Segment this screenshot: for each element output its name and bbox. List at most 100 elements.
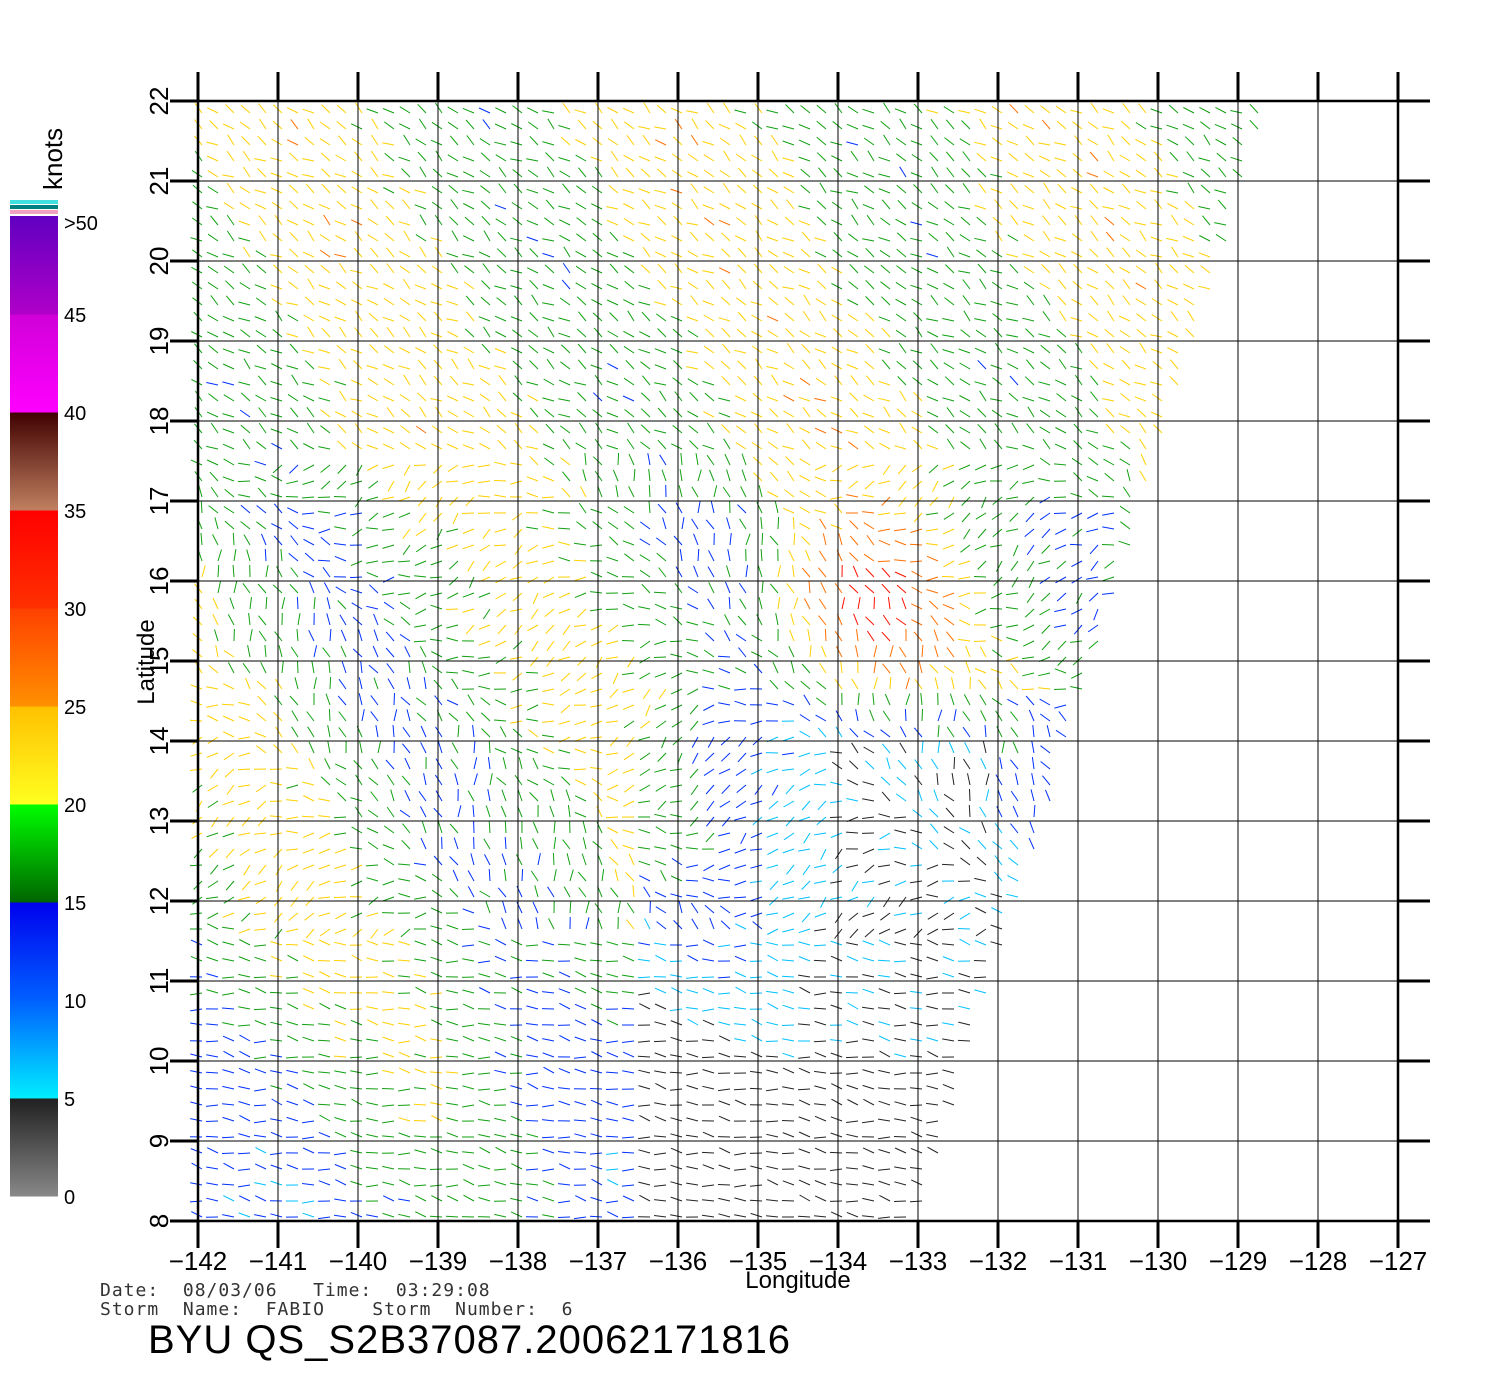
- colorbar-tick-label: 25: [64, 697, 86, 719]
- wind-vector: [445, 608, 459, 610]
- wind-vector: [911, 586, 923, 594]
- wind-vector: [512, 512, 523, 521]
- wind-vector: [318, 815, 331, 818]
- wind-vector: [606, 752, 619, 756]
- wind-vector: [766, 990, 779, 994]
- wind-vector: [419, 374, 427, 386]
- wind-vector: [521, 868, 524, 882]
- wind-vector: [1119, 170, 1131, 178]
- wind-vector: [1249, 103, 1259, 114]
- wind-vector: [1089, 408, 1099, 418]
- wind-vector: [622, 1195, 635, 1202]
- wind-vector: [289, 343, 299, 354]
- wind-vector: [1054, 544, 1067, 551]
- wind-vector: [662, 517, 667, 530]
- colorbar-cap-stripe: [10, 205, 58, 209]
- wind-vector: [605, 816, 619, 819]
- wind-vector: [820, 848, 827, 861]
- wind-vector: [878, 397, 891, 402]
- wind-vector: [866, 896, 875, 908]
- wind-vector: [565, 789, 571, 802]
- wind-vector: [1070, 334, 1083, 338]
- wind-vector: [862, 1020, 875, 1026]
- wind-vector: [591, 298, 603, 306]
- wind-vector: [1057, 215, 1067, 226]
- wind-vector: [990, 941, 1003, 946]
- wind-vector: [846, 864, 859, 869]
- wind-vector: [818, 167, 827, 178]
- wind-vector: [975, 329, 987, 338]
- wind-vector: [654, 189, 667, 194]
- wind-vector: [736, 425, 747, 434]
- wind-vector: [723, 150, 731, 162]
- wind-vector: [766, 702, 779, 706]
- wind-vector: [446, 443, 459, 450]
- wind-vector: [1184, 264, 1195, 274]
- wind-vector: [238, 494, 251, 498]
- wind-vector: [334, 1198, 347, 1202]
- wind-vector: [1134, 381, 1147, 386]
- wind-vector: [894, 1166, 907, 1170]
- wind-vector: [905, 677, 910, 690]
- wind-vector: [686, 976, 699, 979]
- wind-vector: [813, 1007, 827, 1010]
- colorbar-segment: [10, 706, 58, 805]
- colorbar-cap-stripe: [10, 210, 58, 214]
- wind-vector: [487, 789, 491, 802]
- wind-vector: [478, 364, 491, 370]
- wind-vector: [401, 775, 411, 786]
- wind-vector: [815, 377, 827, 386]
- wind-vector: [431, 1195, 443, 1202]
- wind-vector: [255, 896, 267, 905]
- wind-vector: [905, 693, 911, 706]
- wind-vector: [431, 121, 443, 130]
- wind-vector: [782, 1180, 795, 1186]
- wind-vector: [1105, 231, 1115, 242]
- wind-vector: [510, 939, 523, 946]
- wind-vector: [419, 406, 427, 418]
- wind-vector: [190, 1182, 203, 1186]
- wind-vector: [782, 752, 795, 756]
- wind-vector: [383, 378, 395, 386]
- wind-vector: [573, 559, 587, 562]
- wind-vector: [560, 344, 571, 354]
- wind-vector: [462, 171, 475, 178]
- wind-vector: [862, 124, 875, 130]
- wind-vector: [488, 820, 491, 834]
- wind-vector: [1090, 375, 1099, 386]
- wind-vector: [543, 1066, 555, 1074]
- wind-vector: [373, 613, 379, 626]
- wind-vector: [689, 391, 699, 402]
- wind-vector: [462, 1163, 475, 1170]
- wind-vector: [849, 552, 859, 562]
- wind-vector: [590, 688, 603, 693]
- wind-vector: [771, 150, 779, 162]
- wind-vector: [239, 186, 251, 194]
- wind-vector: [1058, 263, 1067, 274]
- wind-vector: [1056, 120, 1067, 130]
- wind-vector: [799, 784, 811, 791]
- wind-vector: [721, 279, 731, 290]
- wind-vector: [686, 847, 699, 850]
- wind-vector: [977, 423, 987, 434]
- wind-vector: [271, 474, 283, 482]
- wind-vector: [765, 1120, 779, 1123]
- wind-vector: [1026, 544, 1035, 556]
- wind-vector: [592, 137, 603, 146]
- wind-vector: [830, 940, 843, 946]
- wind-vector: [465, 119, 475, 130]
- wind-vector: [703, 704, 715, 711]
- wind-vector: [894, 540, 907, 546]
- wind-vector: [624, 265, 635, 274]
- wind-vector: [271, 298, 283, 306]
- wind-vector: [736, 784, 747, 793]
- wind-vector: [383, 928, 395, 936]
- wind-vector: [489, 773, 493, 786]
- wind-vector: [302, 1003, 315, 1010]
- wind-vector: [222, 413, 235, 418]
- wind-vector: [818, 550, 827, 562]
- wind-vector: [959, 827, 971, 834]
- wind-vector: [1025, 512, 1035, 523]
- wind-vector: [920, 693, 923, 706]
- wind-vector: [909, 1104, 923, 1107]
